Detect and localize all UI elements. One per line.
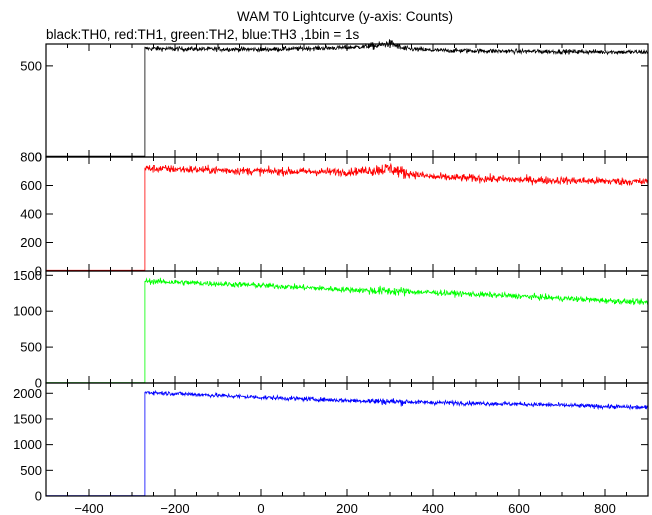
series-line-th1 <box>46 162 649 271</box>
x-tick-label: −400 <box>74 501 103 515</box>
y-tick-label: 0 <box>35 264 42 279</box>
x-tick-label: 400 <box>422 501 444 515</box>
y-tick-label: 400 <box>20 207 42 222</box>
y-tick-label: 1000 <box>13 437 42 452</box>
y-tick-label: 0 <box>35 376 42 391</box>
panel-th0: 0 500 <box>20 39 649 165</box>
panel-th3: 0 500 1000 1500 2000 <box>13 382 649 504</box>
y-tick-label: 500 <box>20 463 42 478</box>
panel-th1: 0 200 400 600 800 <box>20 150 649 279</box>
panel-frame <box>45 43 649 158</box>
chart-title: WAM T0 Lightcurve (y-axis: Counts) <box>236 9 454 24</box>
y-tick-label: 800 <box>20 150 42 165</box>
series-line-th0 <box>46 39 649 157</box>
x-tick-label: 800 <box>594 501 616 515</box>
y-tick-label: 1500 <box>13 268 42 283</box>
y-tick-label: 2000 <box>13 386 42 401</box>
series-line-th3 <box>46 389 649 497</box>
x-tick-label: 200 <box>336 501 358 515</box>
y-tick-label: 1500 <box>13 411 42 426</box>
panel-th2: 0 500 1000 1500 <box>13 268 649 391</box>
y-tick-label: 0 <box>35 489 42 504</box>
x-tick-label: 600 <box>508 501 530 515</box>
y-tick-label: 0 <box>35 150 42 165</box>
chart-subtitle: black:TH0, red:TH1, green:TH2, blue:TH3 … <box>46 27 360 42</box>
y-tick-label: 500 <box>20 340 42 355</box>
y-tick-label: 200 <box>20 235 42 250</box>
series-line-th2 <box>46 277 649 383</box>
x-tick-label: 0 <box>257 501 264 515</box>
y-tick-label: 500 <box>20 58 42 73</box>
y-tick-label: 600 <box>20 178 42 193</box>
y-tick-label: 1000 <box>13 304 42 319</box>
x-tick-label: −200 <box>160 501 189 515</box>
